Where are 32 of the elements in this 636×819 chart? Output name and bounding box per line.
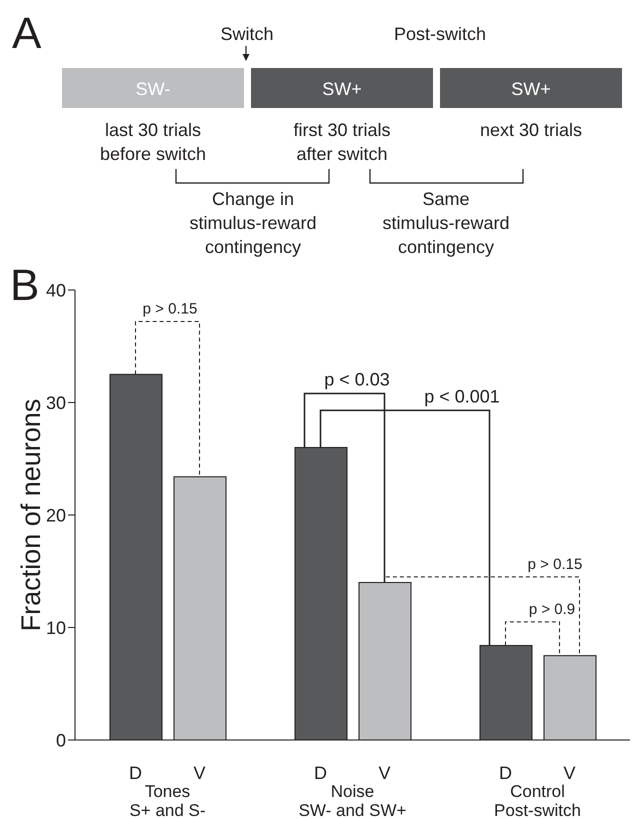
text: V	[563, 763, 576, 783]
text: SW+	[511, 79, 551, 99]
series-label: D	[129, 763, 142, 783]
text: SW-	[136, 79, 170, 99]
y-tick-label: 20	[46, 505, 66, 526]
chart-title: B	[10, 261, 40, 310]
annotation: p > 0.15	[142, 300, 198, 318]
x-tick-label: Control Post-switch	[494, 782, 581, 819]
text: Same stimulus-reward contingency	[382, 189, 510, 257]
text: next 30 trials	[480, 120, 582, 140]
y-tick-label: 0	[56, 730, 66, 750]
y-tick-label: 30	[46, 392, 66, 413]
y-axis-title: Fraction of neurons	[16, 398, 46, 632]
text: Switch	[220, 24, 274, 44]
text: Post-switch	[394, 24, 486, 44]
x-tick-label: Noise SW- and SW+	[298, 782, 406, 819]
annotation: p > 0.15	[528, 556, 582, 573]
series-label: V	[193, 763, 206, 783]
annotation: p < 0.001	[424, 386, 500, 406]
y-tick-label: 10	[46, 618, 66, 638]
annotation: p > 0.9	[528, 600, 576, 618]
x-tick-label: Tones S+ and S-	[129, 782, 206, 819]
text: D	[314, 763, 327, 783]
annotation: p < 0.03	[324, 370, 390, 390]
text: Change in stimulus-reward contingency	[189, 189, 317, 257]
text: last 30 trials before switch	[100, 120, 206, 164]
text: first 30 trials after switch	[293, 120, 391, 164]
text: D	[499, 763, 512, 783]
y-tick-label: 40	[46, 280, 66, 300]
text: A	[12, 9, 42, 58]
text: V	[378, 763, 391, 783]
text: SW+	[322, 79, 362, 99]
